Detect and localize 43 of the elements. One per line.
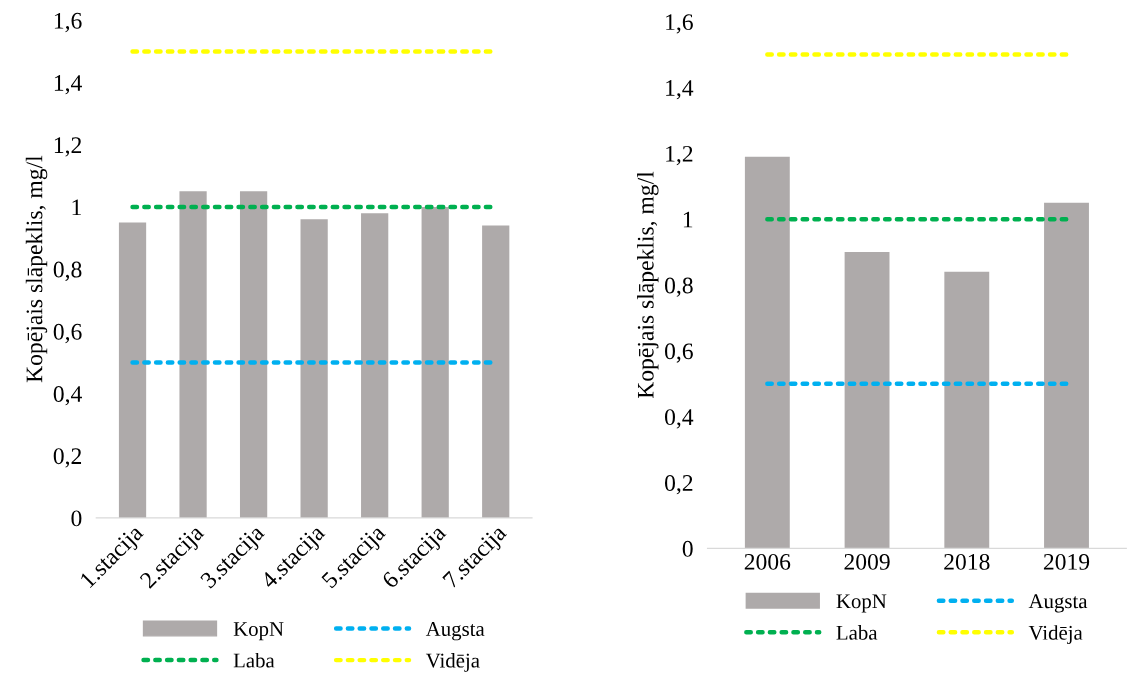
bar [300, 219, 328, 518]
x-tick-label: 2009 [844, 553, 890, 570]
legend-label: Laba [233, 652, 275, 668]
y-tick-label: 0,6 [53, 323, 82, 344]
y-axis-title: Kopējais slāpeklis, mg/l [25, 155, 48, 383]
bar [944, 271, 990, 549]
legend-label: KopN [233, 622, 284, 641]
bar [118, 222, 147, 518]
legend-label: Laba [836, 625, 878, 640]
x-tick-label: 2019 [1043, 553, 1090, 570]
bar [1044, 202, 1089, 549]
y-tick-label: 1,2 [54, 137, 82, 157]
legend-label: KopN [836, 594, 887, 613]
y-tick-label: 0,2 [53, 448, 82, 468]
y-tick-label: 1,2 [666, 145, 693, 166]
y-tick-label: 1,4 [54, 75, 82, 95]
bar [179, 191, 207, 518]
bar [744, 156, 790, 549]
legend-label: Augsta [1028, 594, 1088, 613]
y-tick-label: 1,6 [666, 14, 693, 34]
y-tick-label: 0,6 [665, 343, 693, 363]
y-tick-label: 0,2 [665, 475, 693, 495]
y-tick-label: 0,4 [665, 409, 694, 429]
y-tick-label: 1,4 [666, 80, 694, 100]
bar [421, 206, 449, 518]
x-tick-label: 2018 [944, 553, 990, 570]
bar [239, 191, 268, 518]
y-axis-title: Kopējais slāpeklis, mg/l [637, 171, 659, 399]
y-tick-label: 1 [72, 199, 81, 216]
x-tick-label: 2006 [744, 553, 791, 570]
y-tick-label: 0 [682, 540, 693, 557]
y-tick-label: 1 [683, 211, 693, 228]
legend-label: Augsta [425, 622, 485, 641]
bar [482, 225, 510, 518]
legend-label: Vidēja [425, 652, 480, 672]
bar [844, 252, 890, 549]
y-tick-label: 0 [71, 510, 82, 527]
bar [361, 213, 389, 518]
y-tick-label: 0,4 [53, 386, 82, 406]
y-tick-label: 1,6 [54, 12, 82, 33]
y-tick-label: 0,8 [665, 277, 693, 297]
y-tick-label: 0,8 [53, 261, 82, 281]
legend-label: Vidēja [1028, 625, 1083, 645]
